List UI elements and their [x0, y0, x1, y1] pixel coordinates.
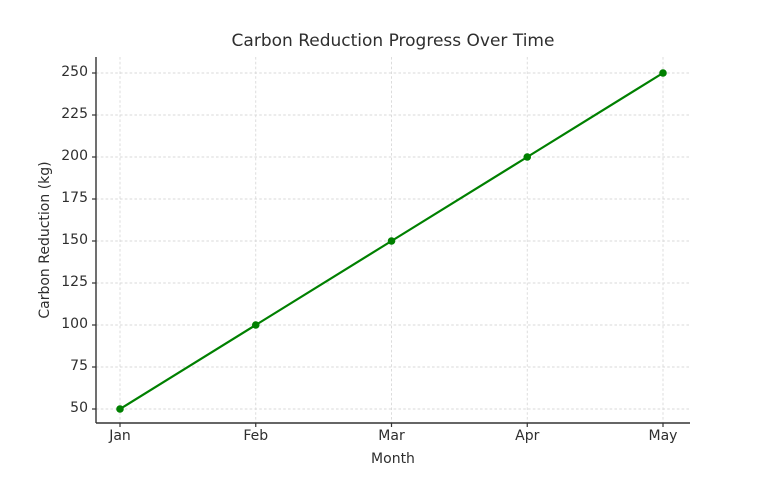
y-tick-label: 225: [61, 106, 88, 122]
y-tick-label: 250: [61, 64, 88, 80]
data-point: [387, 237, 396, 245]
data-point: [523, 153, 532, 161]
y-tick-label: 175: [61, 190, 88, 206]
y-tick-label: 200: [61, 148, 88, 164]
x-tick-label: May: [648, 428, 678, 444]
y-tick-label: 50: [70, 400, 88, 416]
x-tick-label: Feb: [243, 428, 269, 444]
data-point: [251, 321, 260, 329]
x-axis-label: Month: [371, 451, 415, 467]
y-tick-label: 100: [61, 316, 88, 332]
data-point: [116, 405, 124, 413]
y-tick-label: 125: [61, 274, 88, 290]
y-tick-label: 150: [61, 232, 88, 248]
x-tick-label: Mar: [378, 428, 405, 444]
y-tick-label: 75: [70, 358, 88, 374]
x-tick-label: Jan: [109, 428, 131, 444]
x-tick-label: Apr: [515, 428, 540, 444]
chart-title: Carbon Reduction Progress Over Time: [231, 31, 555, 51]
data-point: [659, 69, 667, 77]
